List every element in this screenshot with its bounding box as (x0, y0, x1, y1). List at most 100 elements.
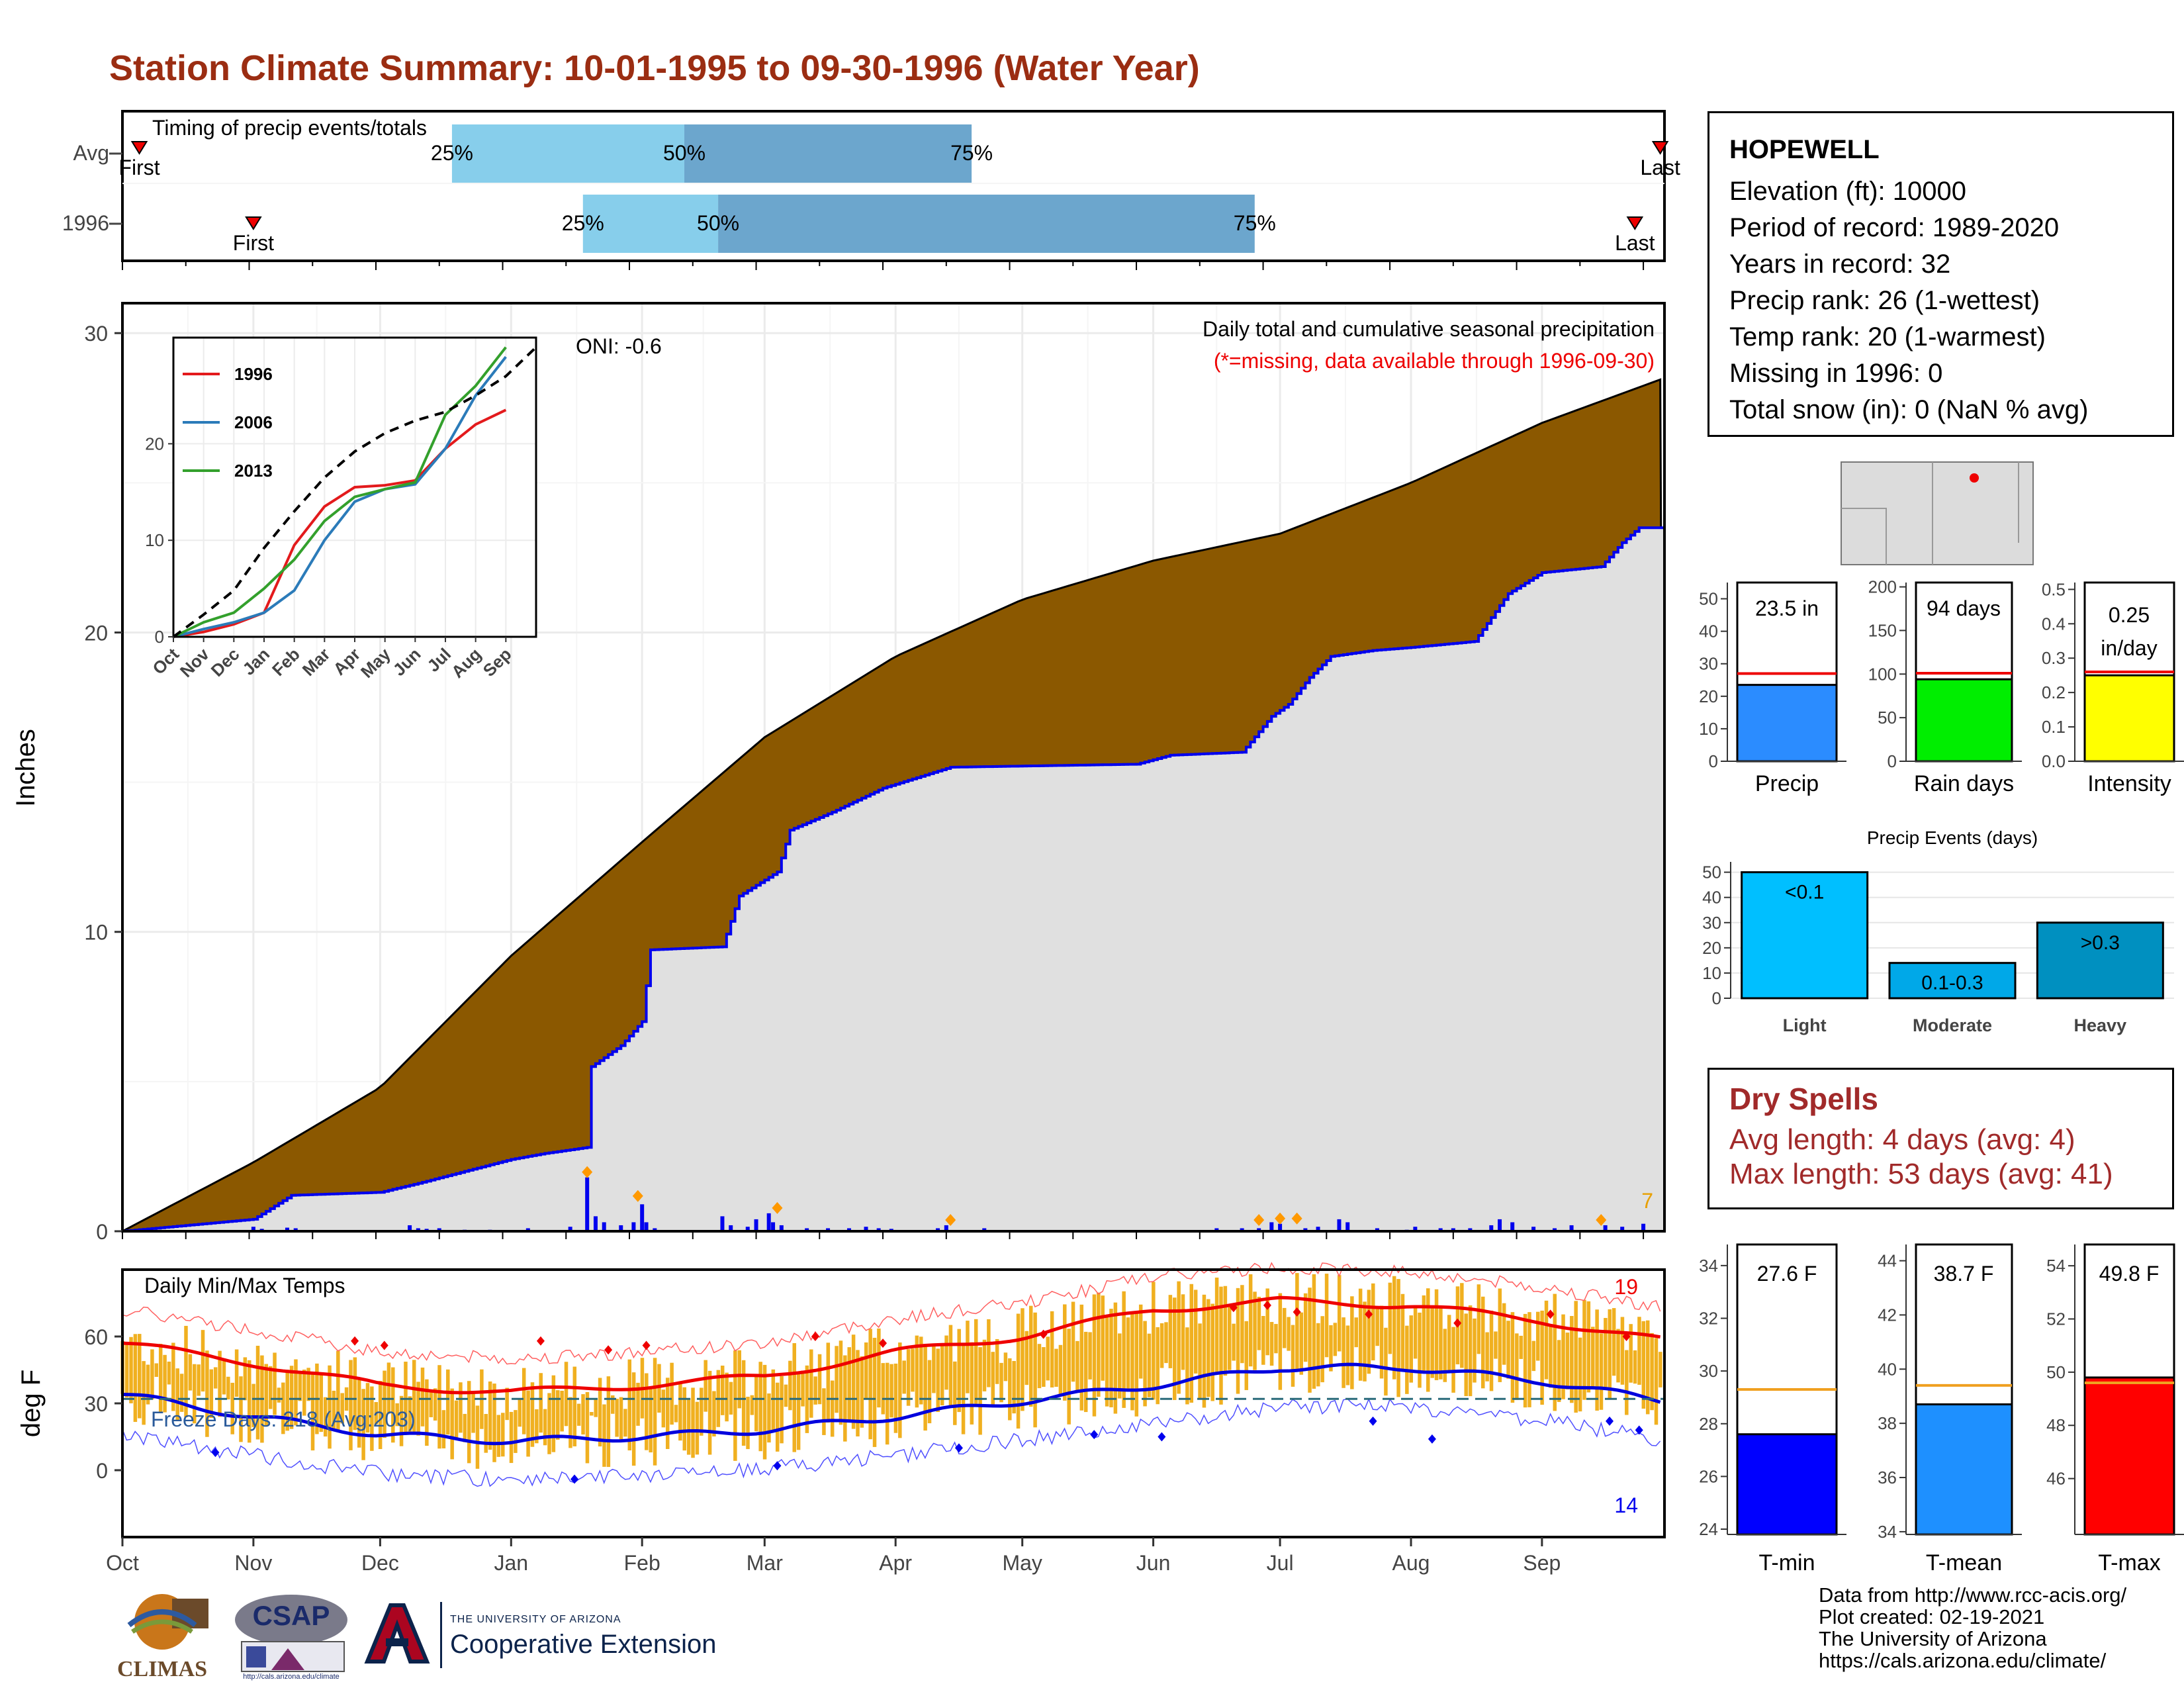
daily-temp-bar (1485, 1332, 1489, 1382)
avg-min-line (122, 1362, 1661, 1446)
daily-temp-bar (234, 1349, 239, 1397)
daily-temp-bar (1384, 1327, 1388, 1396)
daily-temp-bar (1405, 1325, 1409, 1394)
daily-temp-bar (459, 1382, 463, 1433)
daily-temp-bar (1620, 1317, 1625, 1385)
month-tick-label: Jul (1267, 1551, 1294, 1575)
daily-precip-bar (805, 1228, 809, 1231)
daily-temp-bar (1582, 1299, 1586, 1400)
temp-y-tick-label: 30 (84, 1392, 108, 1416)
daily-temp-bar (615, 1399, 619, 1437)
daily-temp-bar (944, 1335, 948, 1390)
big-event-marker (1253, 1213, 1265, 1226)
intensity-label: 0.25 (2109, 603, 2150, 627)
daily-temp-bar (1316, 1323, 1320, 1387)
precip-total-y-tick-label: 30 (1699, 654, 1718, 674)
dry-spells-max: Max length: 53 days (avg: 41) (1729, 1158, 2113, 1190)
daily-temp-bar (551, 1375, 556, 1452)
daily-precip-bar (745, 1227, 750, 1231)
record-high-marker (1039, 1329, 1048, 1339)
daily-temp-bar (475, 1405, 480, 1469)
daily-precip-bar (1345, 1222, 1350, 1231)
daily-temp-bar (758, 1362, 762, 1452)
tmean-y-tick-label: 42 (1878, 1305, 1897, 1325)
record-high-marker (1453, 1318, 1462, 1328)
daily-temp-bar (509, 1411, 514, 1464)
station-elevation: Elevation (ft): 10000 (1729, 177, 1966, 206)
daily-temp-bar (1418, 1312, 1422, 1388)
daily-temp-bar (1177, 1281, 1181, 1394)
daily-temp-bar (788, 1360, 792, 1411)
daily-temp-bar (961, 1344, 966, 1434)
inset-y-tick-label: 20 (145, 434, 164, 453)
month-tick-label: Feb (624, 1551, 660, 1575)
tmean-bar (1915, 1403, 2013, 1536)
daily-temp-bar (488, 1381, 492, 1450)
daily-temp-bar (1371, 1283, 1375, 1361)
big-event-marker (945, 1213, 956, 1226)
daily-temp-bar (133, 1334, 138, 1423)
daily-temp-bar (1392, 1276, 1396, 1380)
daily-temp-bar (285, 1370, 289, 1431)
event-category-label: Heavy (2074, 1015, 2127, 1035)
daily-temp-bar (539, 1373, 543, 1433)
event-bar (1888, 962, 2017, 1000)
daily-temp-bar (218, 1350, 222, 1417)
daily-temp-bar (953, 1361, 957, 1425)
daily-temp-bar (209, 1369, 214, 1418)
daily-temp-bar (1426, 1288, 1430, 1392)
daily-precip-bar (1468, 1228, 1473, 1231)
rain-days-y-tick-label: 50 (1878, 708, 1897, 727)
daily-temp-bar (1561, 1314, 1565, 1399)
record-high-marker (604, 1345, 613, 1355)
daily-temp-bar (746, 1397, 750, 1450)
daily-temp-bar (349, 1360, 353, 1450)
csap-text: CSAP (252, 1600, 330, 1631)
daily-temp-bar (1050, 1311, 1054, 1388)
credit-data: Data from http://www.rcc-acis.org/ (1819, 1583, 2127, 1607)
daily-temp-bar (450, 1388, 454, 1460)
daily-temp-bar (1527, 1312, 1531, 1407)
daily-temp-bar (1358, 1288, 1363, 1381)
credit-url: https://cals.arizona.edu/climate/ (1819, 1649, 2107, 1672)
daily-temp-bar (1274, 1324, 1278, 1354)
daily-temp-bar (222, 1358, 226, 1395)
intensity-y-tick-label: 0.1 (2042, 717, 2066, 737)
station-snow: Total snow (in): 0 (NaN % avg) (1729, 395, 2089, 424)
daily-precip-bar (1278, 1223, 1283, 1231)
daily-temp-bar (1046, 1336, 1050, 1381)
avg-max-line (122, 1295, 1661, 1395)
daily-temp-bar (1434, 1289, 1439, 1381)
daily-temp-bar (1557, 1340, 1561, 1402)
daily-temp-bar (239, 1376, 243, 1442)
daily-temp-bar (636, 1382, 640, 1426)
daily-temp-bar (780, 1376, 784, 1444)
rain-days-y-tick-label: 150 (1868, 620, 1897, 640)
daily-temp-bar (1396, 1279, 1400, 1397)
daily-temp-bar (1122, 1291, 1126, 1408)
tmean-y-tick-label: 38 (1878, 1413, 1897, 1433)
daily-temp-bar (1083, 1331, 1088, 1413)
daily-temp-bar (610, 1395, 615, 1414)
daily-temp-bar (319, 1372, 324, 1432)
inset-series-1996 (173, 408, 507, 638)
daily-temp-bar (150, 1349, 154, 1400)
daily-temp-bar (328, 1365, 332, 1449)
big-event-marker (632, 1190, 643, 1202)
daily-temp-bar (1367, 1289, 1371, 1374)
daily-temp-bar (535, 1409, 539, 1444)
daily-temp-bar (1443, 1329, 1447, 1382)
timing-pct-label: 75% (950, 141, 993, 165)
daily-temp-bar (332, 1390, 336, 1430)
daily-temp-bar (158, 1344, 163, 1413)
daily-temp-bar (463, 1413, 467, 1442)
daily-temp-bar (365, 1383, 370, 1433)
daily-temp-bar (1079, 1304, 1084, 1411)
daily-temp-bar (1633, 1350, 1637, 1384)
timing-row-label: Avg (73, 141, 109, 165)
daily-temp-bar (1202, 1294, 1206, 1408)
temp-y-tick-label: 60 (84, 1325, 108, 1349)
tmean-y-tick-label: 44 (1878, 1251, 1897, 1271)
daily-temp-bar (522, 1368, 526, 1434)
daily-temp-bar (881, 1363, 886, 1415)
